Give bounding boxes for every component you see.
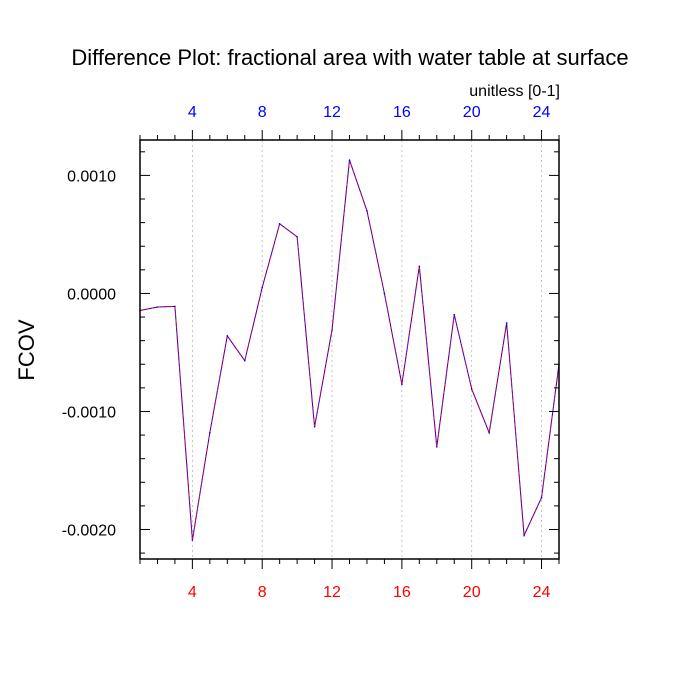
data-point [191,539,194,541]
data-point [401,383,403,386]
x-tick-label-bottom: 12 [323,584,341,601]
y-axis-label: FCOV [14,319,39,380]
data-point [435,446,438,448]
axes: 4 4 8 8 12 12 16 16 20 20 24 24 0.0010 0.0000 -0.0010 -… [62,104,560,601]
data-point [383,292,386,295]
data-point [453,313,456,316]
x-tick-label-bottom: 24 [533,584,551,601]
data-point [278,223,281,225]
data-point [313,426,316,428]
data-point [418,265,421,268]
series-layer [139,159,560,541]
data-point [505,322,508,324]
data-point [174,305,176,308]
series-line-overlay [139,159,560,541]
x-tick-label-bottom: 8 [258,584,267,601]
data-point [470,388,473,390]
data-point [331,329,333,331]
x-tick-label-top: 16 [393,104,411,121]
data-point [226,335,229,337]
x-tick-label-bottom: 20 [463,584,481,601]
data-point [366,210,368,212]
data-point [156,306,159,308]
x-tick-label-bottom: 16 [393,584,411,601]
data-point [523,534,525,537]
y-tick-label: -0.0010 [62,404,116,421]
data-point [209,431,211,434]
data-point [243,359,246,362]
x-tick-label-top: 8 [258,104,267,121]
x-tick-label-top: 24 [533,104,551,121]
units-label: unitless [0-1] [469,83,560,100]
plot-frame [139,139,560,560]
x-tick-label-bottom: 4 [188,584,197,601]
x-tick-label-top: 20 [463,104,481,121]
x-tick-label-top: 4 [188,104,197,121]
chart-title: Difference Plot: fractional area with wa… [71,45,628,70]
series-line [139,159,560,541]
data-point [488,431,490,434]
y-tick-label: -0.0020 [62,522,116,539]
y-tick-label: 0.0000 [67,286,116,303]
y-tick-label: 0.0010 [67,168,116,185]
x-tick-label-top: 12 [323,104,341,121]
data-point [348,159,351,161]
data-point [540,496,543,499]
grid-lines [191,140,542,559]
data-point [261,286,264,289]
data-point [296,235,298,238]
